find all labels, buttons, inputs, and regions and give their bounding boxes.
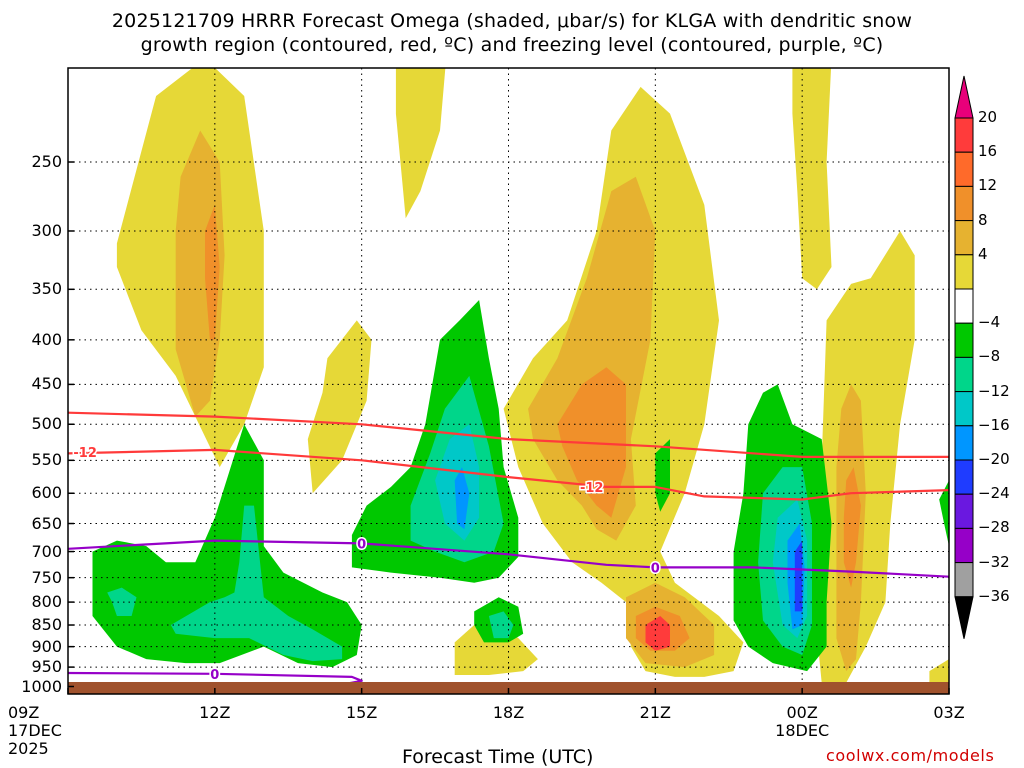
- omega-region-11: [454, 625, 538, 675]
- x-tick-label-00Z-0: 00Z: [786, 703, 818, 722]
- contour-dgz-lower: [68, 448, 949, 501]
- contour-freezing-level: [68, 539, 949, 578]
- x-tick-label-21Z-0: 21Z: [639, 703, 671, 722]
- colorbar-label-10: −24: [978, 484, 1010, 503]
- colorbar-label-5: −4: [978, 313, 1001, 332]
- colorbar-top-arrow: [954, 75, 974, 119]
- colorbar-label-3: 8: [978, 210, 988, 229]
- contour-dgz-upper: [68, 411, 949, 458]
- colorbar-label-13: −36: [978, 586, 1010, 605]
- omega-region-26: [655, 439, 670, 512]
- colorbar-swatch-2: [954, 151, 974, 187]
- omega-region-23: [454, 467, 470, 530]
- omega-region-18: [107, 587, 137, 616]
- colorbar-swatch-1: [954, 117, 974, 153]
- colorbar-swatch-3: [954, 185, 974, 222]
- colorbar-label-7: −12: [978, 381, 1010, 400]
- omega-region-1: [175, 130, 225, 417]
- colorbar-swatch-10: [954, 425, 974, 461]
- axis-ticks: [67, 161, 950, 694]
- omega-region-19: [170, 505, 343, 662]
- colorbar-label-2: 12: [978, 176, 998, 195]
- colorbar-bottom-arrow: [954, 596, 974, 639]
- y-tick-label-500: 500: [31, 414, 62, 434]
- contour-label-3: 0: [651, 561, 660, 576]
- colorbar-swatch-6: [954, 288, 974, 324]
- x-tick-label-18Z-0: 18Z: [492, 703, 525, 722]
- y-tick-label-950: 950: [31, 657, 62, 677]
- colorbar-label-1: 16: [978, 142, 998, 161]
- colorbar-swatch-14: [954, 562, 974, 598]
- omega-region-17: [92, 424, 362, 668]
- y-tick-label-700: 700: [31, 541, 62, 561]
- y-tick-label-1000: 1000: [21, 676, 62, 696]
- omega-region-31: [794, 540, 803, 612]
- colorbar-swatch-8: [954, 356, 974, 393]
- colorbar-label-12: −32: [978, 552, 1010, 571]
- omega-region-4: [395, 68, 446, 219]
- omega-region-15: [843, 467, 861, 588]
- credit-link[interactable]: coolwx.com/models: [826, 746, 995, 765]
- y-tick-label-750: 750: [31, 567, 62, 587]
- x-tick-label-09Z-1: 17DEC: [8, 721, 62, 740]
- contour-label-1: -12: [580, 481, 604, 496]
- chart-title-line2: growth region (contoured, red, ºC) and f…: [140, 34, 884, 56]
- y-tick-label-800: 800: [31, 592, 62, 612]
- x-tick-label-00Z-1: 18DEC: [775, 721, 830, 740]
- x-tick-label-09Z-2: 2025: [8, 739, 49, 758]
- colorbar: [954, 75, 974, 639]
- omega-region-3: [307, 320, 372, 494]
- y-tick-label-550: 550: [31, 450, 62, 470]
- contour-label-2: 0: [357, 537, 366, 552]
- y-tick-label-250: 250: [31, 152, 62, 171]
- x-tick-label-15Z-0: 15Z: [345, 703, 378, 722]
- chart-title-line1: 2025121709 HRRR Forecast Omega (shaded, …: [111, 10, 913, 32]
- colorbar-swatch-4: [954, 220, 974, 256]
- colorbar-label-6: −8: [978, 347, 1001, 366]
- y-tick-label-900: 900: [31, 636, 62, 656]
- omega-region-32: [939, 480, 949, 547]
- colorbar-label-8: −16: [978, 415, 1010, 434]
- x-tick-label-03Z-0: 03Z: [933, 703, 965, 722]
- colorbar-swatch-7: [954, 322, 974, 358]
- colorbar-swatch-5: [954, 254, 974, 290]
- colorbar-swatch-11: [954, 459, 974, 495]
- y-tick-label-600: 600: [31, 483, 62, 503]
- y-tick-label-450: 450: [31, 374, 62, 394]
- colorbar-swatch-13: [954, 527, 974, 564]
- x-axis-title: Forecast Time (UTC): [402, 746, 594, 768]
- y-tick-label-350: 350: [31, 279, 62, 299]
- y-tick-label-400: 400: [31, 329, 62, 349]
- colorbar-label-9: −20: [978, 450, 1010, 468]
- contour-label-0: -12: [73, 446, 97, 461]
- colorbar-label-0: 20: [978, 108, 998, 126]
- x-tick-label-09Z-0: 09Z: [8, 703, 40, 722]
- y-tick-label-650: 650: [31, 513, 62, 533]
- colorbar-label-4: 4: [978, 244, 988, 263]
- y-tick-label-300: 300: [31, 220, 62, 240]
- colorbar-swatch-9: [954, 391, 974, 427]
- y-tick-label-850: 850: [31, 615, 62, 635]
- omega-region-2: [205, 204, 220, 340]
- colorbar-label-11: −28: [978, 518, 1010, 537]
- colorbar-swatch-12: [954, 493, 974, 529]
- omega-region-16: [929, 659, 949, 683]
- omega-region-25: [488, 611, 514, 639]
- x-tick-label-12Z-0: 12Z: [199, 703, 231, 722]
- contour-label-4: 0: [210, 668, 219, 683]
